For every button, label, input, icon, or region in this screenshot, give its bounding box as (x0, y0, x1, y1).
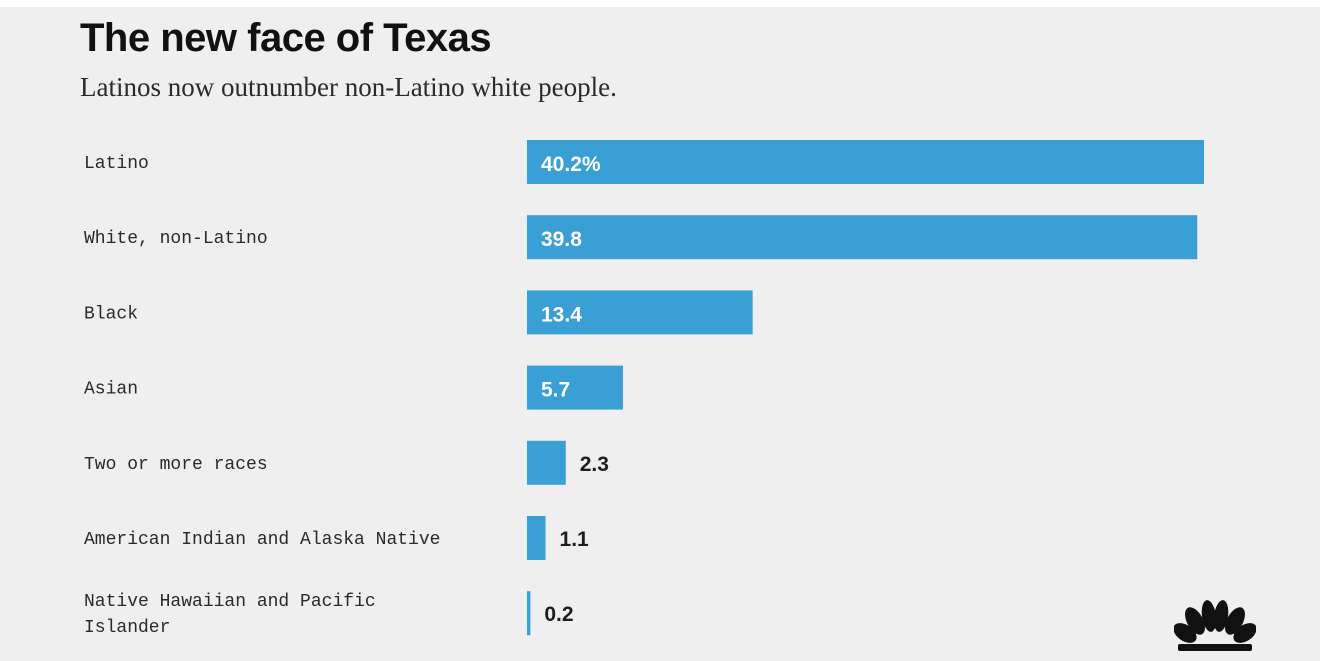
value-label: 13.4 (541, 303, 582, 326)
chart-subtitle: Latinos now outnumber non-Latino white p… (80, 72, 617, 102)
category-label: Native Hawaiian and Pacific Islander (84, 592, 376, 638)
value-label: 1.1 (560, 528, 590, 551)
category-label: Asian (84, 380, 138, 400)
category-label: Latino (84, 154, 149, 174)
chart-title: The new face of Texas (80, 16, 492, 60)
bar (527, 516, 546, 560)
category-label: American Indian and Alaska Native (84, 530, 440, 550)
value-label: 5.7 (541, 379, 570, 402)
value-label: 39.8 (541, 228, 582, 251)
bar (527, 215, 1198, 260)
category-label: White, non-Latino (84, 229, 268, 249)
bar (527, 591, 531, 636)
category-label: Two or more races (84, 455, 268, 475)
bar (527, 365, 623, 410)
value-label: 40.2% (541, 153, 601, 176)
peacock-logo-icon (1173, 600, 1257, 657)
bar (527, 290, 753, 335)
bar (527, 440, 566, 485)
category-label: Black (84, 304, 138, 324)
bar (527, 140, 1204, 184)
value-label: 0.2 (544, 603, 573, 626)
value-label: 2.3 (580, 453, 609, 476)
